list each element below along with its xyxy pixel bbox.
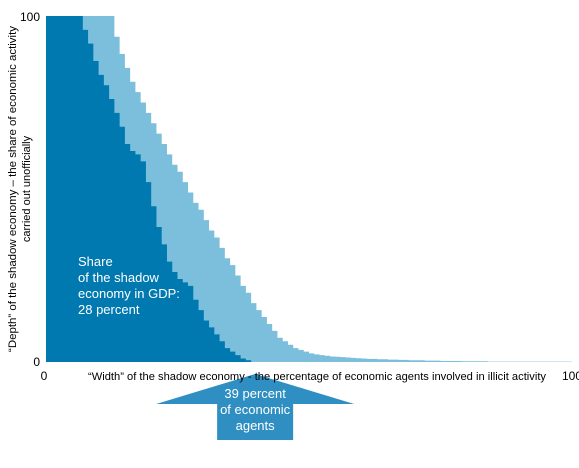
arrow-label-line-2: of economic <box>220 402 291 417</box>
transparent-share-label-line-1: Share <box>517 254 552 269</box>
x-tick-label-right: 100 <box>562 369 579 383</box>
y-tick-label-bottom: 0 <box>33 355 40 369</box>
y-axis-label-line2: carried out unofficially <box>21 135 33 242</box>
shadow-economy-area <box>46 16 252 362</box>
shadow-share-label-line-3: economy in GDP: <box>78 286 180 301</box>
outside-boundary-area <box>46 16 572 362</box>
y-axis-label-line1: “Depth” of the shadow economy – the shar… <box>7 25 19 352</box>
x-axis-label: “Width” of the shadow economy - the perc… <box>88 371 546 383</box>
chart-text: 100 00 100 “Width” of the shadow economy - … <box>7 10 579 433</box>
shadow-share-label-line-2: of the shadow <box>78 270 160 285</box>
arrow-label-line-1: 39 percent <box>224 386 286 401</box>
arrow-pointer <box>156 374 355 440</box>
x-tick-label-left: 0 <box>41 369 48 383</box>
transparent-share-label-line-2: of the transparent <box>450 270 552 285</box>
shadow-share-label-line-4: 28 percent <box>78 302 140 317</box>
arrow-label-line-3: agents <box>236 418 276 433</box>
transparent-share-label-line-3: economy in GDP: <box>450 286 552 301</box>
shadow-share-label-line-1: Share <box>78 254 113 269</box>
y-tick-label-top: 100 <box>20 10 40 24</box>
plot-area <box>46 16 572 440</box>
transparent-share-label-line-4: 72 percent <box>491 302 553 317</box>
